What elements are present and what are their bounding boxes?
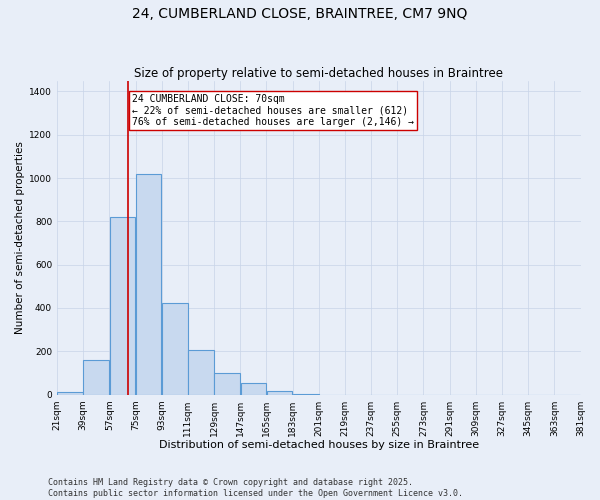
Text: 24, CUMBERLAND CLOSE, BRAINTREE, CM7 9NQ: 24, CUMBERLAND CLOSE, BRAINTREE, CM7 9NQ [133,8,467,22]
Text: Contains HM Land Registry data © Crown copyright and database right 2025.
Contai: Contains HM Land Registry data © Crown c… [48,478,463,498]
Bar [83,360,109,394]
X-axis label: Distribution of semi-detached houses by size in Braintree: Distribution of semi-detached houses by … [159,440,479,450]
Bar [266,392,292,394]
Bar [57,392,83,394]
Bar [214,373,240,394]
Bar [110,217,135,394]
Title: Size of property relative to semi-detached houses in Braintree: Size of property relative to semi-detach… [134,66,503,80]
Y-axis label: Number of semi-detached properties: Number of semi-detached properties [15,141,25,334]
Text: 24 CUMBERLAND CLOSE: 70sqm
← 22% of semi-detached houses are smaller (612)
76% o: 24 CUMBERLAND CLOSE: 70sqm ← 22% of semi… [132,94,414,127]
Bar [241,382,266,394]
Bar [136,174,161,394]
Bar [188,350,214,395]
Bar [162,302,188,394]
